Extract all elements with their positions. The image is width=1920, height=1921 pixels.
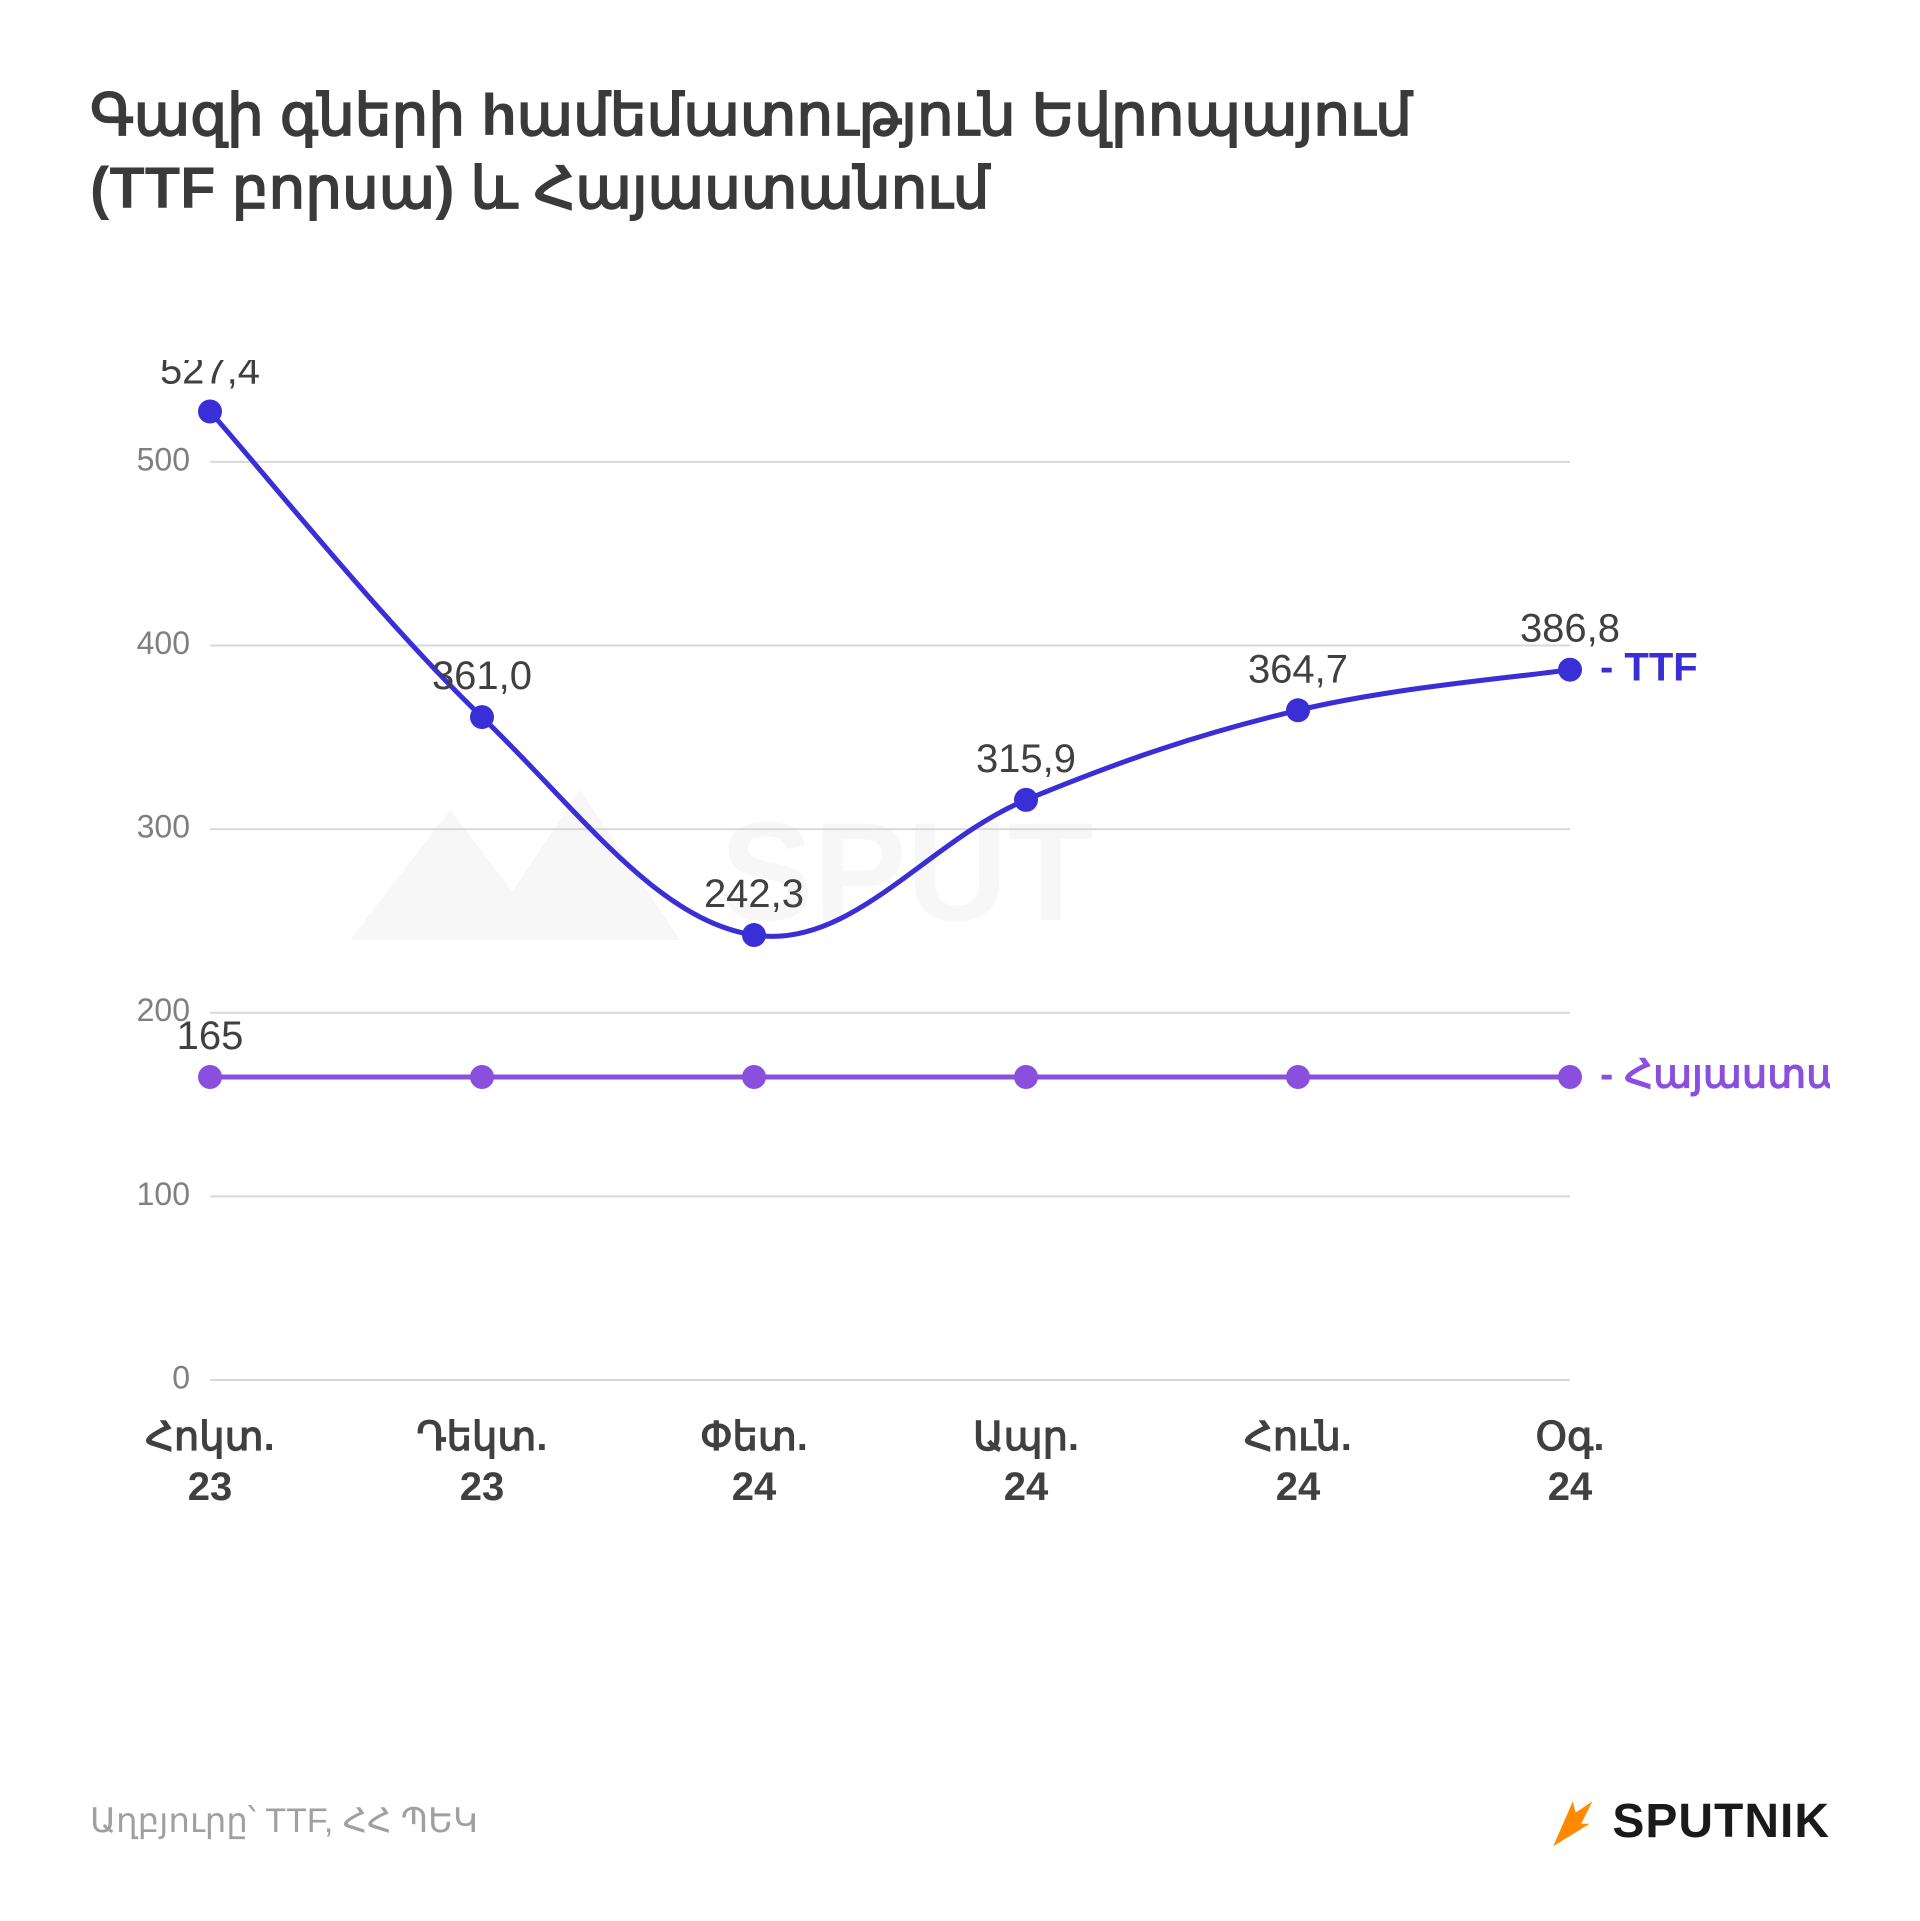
value-label: 165 (177, 1014, 244, 1058)
value-label: 315,9 (976, 737, 1076, 781)
x-tick-month: Ապր. (973, 1415, 1079, 1459)
footer: Աղբյուրը՝ TTF, ՀՀ ՊԵԿ SPUTNIK (90, 1791, 1830, 1851)
data-point (1286, 1065, 1310, 1089)
y-tick-label: 400 (137, 625, 190, 661)
data-point (1286, 698, 1310, 722)
data-point (742, 923, 766, 947)
x-tick-month: Դեկտ. (417, 1415, 548, 1459)
data-point (742, 1065, 766, 1089)
value-label: 527,4 (160, 360, 260, 393)
sputnik-icon (1542, 1793, 1598, 1849)
x-tick-year: 24 (1004, 1465, 1049, 1509)
value-label: 364,7 (1248, 647, 1348, 691)
data-point (198, 1065, 222, 1089)
value-label: 386,8 (1520, 607, 1620, 651)
data-point (198, 400, 222, 424)
data-point (470, 705, 494, 729)
value-label: 361,0 (432, 654, 532, 698)
x-tick-year: 24 (732, 1465, 777, 1509)
data-point (1558, 1065, 1582, 1089)
chart-title: Գազի գների hամեմատություն Եվրոպայում (TT… (90, 80, 1412, 225)
x-tick-year: 23 (460, 1465, 505, 1509)
legend-TTF: - TTF (1600, 645, 1698, 689)
x-tick-month: Հոկտ. (145, 1415, 274, 1459)
page: Գազի գների hամեմատություն Եվրոպայում (TT… (0, 0, 1920, 1921)
data-point (1558, 658, 1582, 682)
y-tick-label: 300 (137, 809, 190, 845)
y-tick-label: 500 (137, 441, 190, 477)
y-tick-label: 100 (137, 1176, 190, 1212)
legend-Հայաստան: - Հայաստան (1600, 1053, 1830, 1097)
brand: SPUTNIK (1542, 1793, 1830, 1849)
x-tick-year: 24 (1276, 1465, 1321, 1509)
value-label: 242,3 (704, 872, 804, 916)
y-tick-label: 0 (172, 1359, 190, 1395)
x-tick-month: Օգ. (1536, 1415, 1605, 1459)
brand-name: SPUTNIK (1612, 1794, 1830, 1849)
x-tick-year: 23 (188, 1465, 233, 1509)
data-point (470, 1065, 494, 1089)
x-tick-month: Փետ. (700, 1415, 808, 1459)
x-tick-year: 24 (1548, 1465, 1593, 1509)
series-line-TTF (210, 412, 1570, 937)
source-label: Աղբյուրը՝ TTF, ՀՀ ՊԵԿ (90, 1801, 478, 1841)
chart-svg: 0100200300400500Հոկտ.23Դեկտ.23Փետ.24Ապր.… (90, 360, 1830, 1620)
data-point (1014, 1065, 1038, 1089)
chart: 0100200300400500Հոկտ.23Դեկտ.23Փետ.24Ապր.… (90, 360, 1830, 1620)
x-tick-month: Հուն. (1244, 1415, 1352, 1459)
data-point (1014, 788, 1038, 812)
